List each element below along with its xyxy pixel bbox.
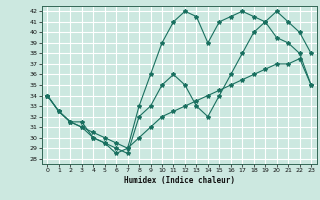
X-axis label: Humidex (Indice chaleur): Humidex (Indice chaleur): [124, 176, 235, 185]
